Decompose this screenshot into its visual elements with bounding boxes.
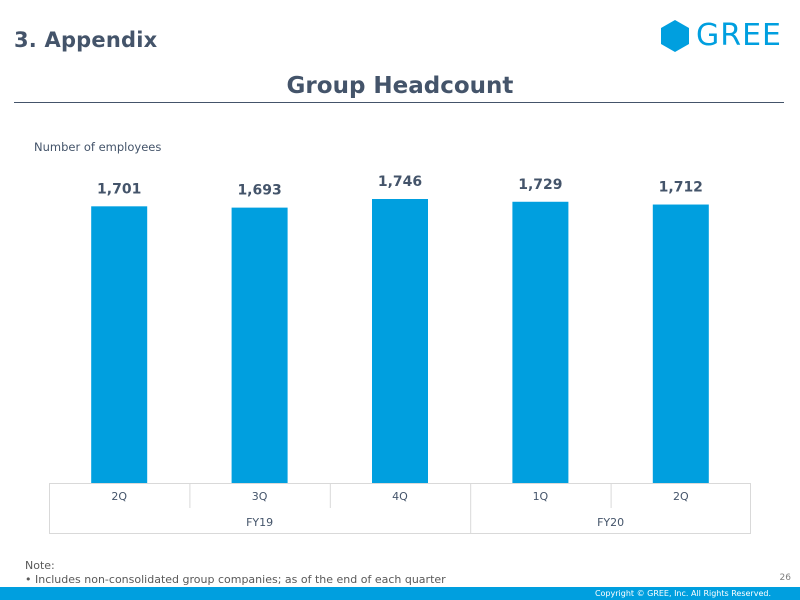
- hexagon-logo-icon: [661, 20, 689, 52]
- section-title: 3. Appendix: [14, 28, 158, 52]
- category-tick-label: 2Q: [111, 490, 127, 503]
- bar-value-label: 1,693: [237, 183, 281, 199]
- fiscal-year-group-label: FY19: [246, 516, 273, 529]
- note-text: • Includes non-consolidated group compan…: [25, 573, 446, 586]
- bar: [91, 206, 148, 483]
- y-axis-label: Number of employees: [34, 140, 162, 154]
- category-tick-label: 3Q: [252, 490, 268, 503]
- bar-value-label: 1,712: [659, 180, 703, 196]
- category-tick-label: 2Q: [673, 490, 689, 503]
- page-number: 26: [779, 573, 791, 583]
- bar-value-label: 1,701: [97, 181, 141, 197]
- bar: [512, 201, 569, 483]
- copyright-text: Copyright © GREE, Inc. All Rights Reserv…: [594, 589, 771, 598]
- heading-divider: [14, 102, 784, 103]
- category-axis-frame: [49, 483, 751, 534]
- gree-logo: GREE: [660, 18, 782, 54]
- bar-value-label: 1,746: [378, 174, 422, 190]
- page-heading: Group Headcount: [286, 73, 514, 99]
- category-tick-label: 4Q: [392, 490, 408, 503]
- bar: [231, 207, 288, 483]
- bar: [372, 199, 428, 483]
- category-tick-label: 1Q: [533, 490, 549, 503]
- footer-bar: Copyright © GREE, Inc. All Rights Reserv…: [0, 587, 800, 600]
- fiscal-year-group-label: FY20: [597, 516, 624, 529]
- logo-text: GREE: [696, 18, 783, 53]
- note-label: Note:: [25, 559, 55, 572]
- bar: [652, 204, 709, 484]
- bar-value-label: 1,729: [518, 177, 562, 193]
